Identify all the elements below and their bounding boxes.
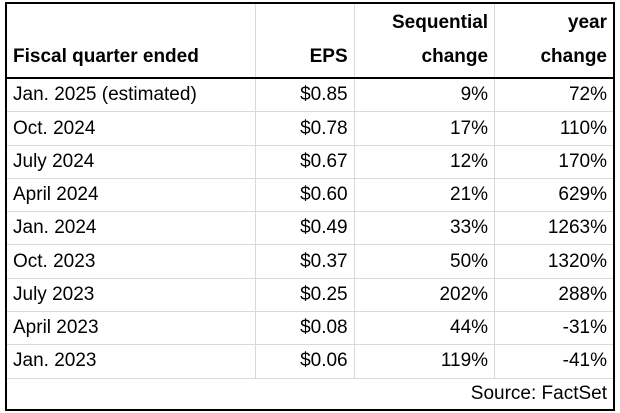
sequential-change-cell: 202% [354,278,496,312]
eps-cell: $0.60 [255,178,355,213]
table-row: April 2024 $0.60 21% 629% [6,178,614,213]
table-row: Jan. 2023 $0.06 119% -41% [6,344,614,379]
year-change-cell: 629% [494,178,614,213]
eps-cell: $0.37 [255,244,355,279]
table-row: Jan. 2024 $0.49 33% 1263% [6,211,614,246]
sequential-change-cell: 9% [354,78,496,113]
header-row: Fiscal quarter ended EPS Sequential change… [6,3,614,79]
quarter-cell: July 2023 [6,278,257,312]
footer-row: Source: FactSet [6,378,614,410]
table-row: Oct. 2023 $0.37 50% 1320% [6,244,614,279]
source-note: Source: FactSet [470,382,607,404]
header-sequential-change: Sequential change [354,3,496,79]
year-change-cell: -31% [494,311,614,346]
table-row: Oct. 2024 $0.78 17% 110% [6,111,614,146]
sequential-change-cell: 119% [354,344,496,379]
sequential-change-cell: 21% [354,178,496,213]
quarter-cell: April 2023 [6,311,257,346]
sequential-change-cell: 33% [354,211,496,246]
header-eps: EPS [255,3,355,79]
table-row: April 2023 $0.08 44% -31% [6,311,614,346]
year-change-cell: 1263% [494,211,614,246]
table-row: Jan. 2025 (estimated) $0.85 9% 72% [6,78,614,113]
header-fiscal-quarter-ended: Fiscal quarter ended [6,3,257,79]
quarter-cell: Jan. 2025 (estimated) [6,78,257,113]
eps-cell: $0.67 [255,145,355,179]
year-change-cell: -41% [494,344,614,379]
eps-table: Fiscal quarter ended EPS Sequential change… [5,2,615,411]
header-year-change: year change [494,3,614,79]
sequential-change-cell: 50% [354,244,496,279]
sequential-change-cell: 12% [354,145,496,179]
eps-cell: $0.49 [255,211,355,246]
eps-cell: $0.08 [255,311,355,346]
sequential-change-cell: 17% [354,111,496,146]
quarter-cell: April 2024 [6,178,257,213]
quarter-cell: Oct. 2024 [6,111,257,146]
year-change-cell: 110% [494,111,614,146]
eps-cell: $0.06 [255,344,355,379]
table-row: July 2023 $0.25 202% 288% [6,278,614,312]
eps-cell: $0.78 [255,111,355,146]
eps-cell: $0.25 [255,278,355,312]
year-change-cell: 170% [494,145,614,179]
quarter-cell: Oct. 2023 [6,244,257,279]
year-change-cell: 288% [494,278,614,312]
year-change-cell: 1320% [494,244,614,279]
table-row: July 2024 $0.67 12% 170% [6,145,614,179]
year-change-cell: 72% [494,78,614,113]
eps-cell: $0.85 [255,78,355,113]
quarter-cell: Jan. 2023 [6,344,257,379]
quarter-cell: Jan. 2024 [6,211,257,246]
quarter-cell: July 2024 [6,145,257,179]
sequential-change-cell: 44% [354,311,496,346]
